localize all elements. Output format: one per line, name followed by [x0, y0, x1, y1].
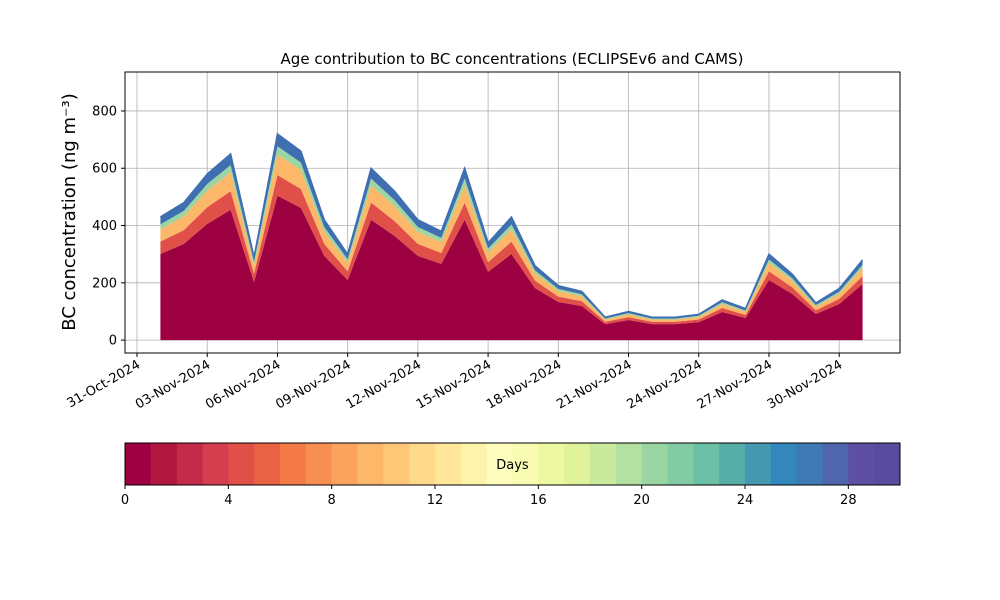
x-tick-label: 09-Nov-2024	[273, 357, 353, 412]
colorbar-swatch	[590, 443, 617, 485]
colorbar-swatch	[874, 443, 901, 485]
colorbar-swatch	[305, 443, 333, 485]
total-outline	[160, 132, 864, 319]
colorbar-swatch	[331, 443, 358, 485]
colorbar-swatch	[409, 443, 436, 485]
colorbar-swatch	[435, 443, 462, 485]
y-axis-label: BC concentration (ng m⁻³)	[59, 93, 80, 331]
colorbar-swatch	[254, 443, 281, 485]
colorbar-swatch	[383, 443, 410, 485]
colorbar-tick-label: 4	[224, 493, 232, 508]
colorbar-swatch	[202, 443, 229, 485]
colorbar-swatch	[719, 443, 746, 485]
colorbar-label: Days	[496, 458, 529, 473]
colorbar-frame	[124, 442, 901, 486]
x-tick-label: 27-Nov-2024	[695, 357, 775, 412]
colorbar-swatch	[357, 443, 384, 485]
colorbar-tick-label: 0	[121, 493, 129, 508]
colorbar-swatch	[848, 443, 875, 485]
colorbar-swatch	[512, 443, 539, 485]
colorbar-swatch	[564, 443, 591, 485]
y-tick-label: 0	[109, 334, 117, 349]
colorbar-tick-label: 12	[427, 493, 444, 508]
x-tick-label: 06-Nov-2024	[203, 357, 283, 412]
colorbar-swatch	[460, 443, 488, 485]
x-tick-label: 03-Nov-2024	[133, 357, 213, 412]
x-tick-label: 21-Nov-2024	[554, 357, 634, 412]
colorbar-swatch	[822, 443, 849, 485]
chart-title: Age contribution to BC concentrations (E…	[281, 50, 744, 68]
colorbar-swatch	[176, 443, 203, 485]
area-layer	[160, 154, 863, 322]
x-tick-label: 31-Oct-2024	[65, 357, 143, 411]
area-layer	[160, 175, 863, 325]
colorbar-swatch	[280, 443, 307, 485]
colorbar-swatch	[486, 443, 513, 485]
y-tick-label: 400	[92, 219, 117, 234]
x-tick-label: 18-Nov-2024	[484, 357, 564, 412]
x-tick-label: 24-Nov-2024	[624, 357, 704, 412]
colorbar-tick-label: 16	[530, 493, 547, 508]
colorbar-swatch	[796, 443, 823, 485]
colorbar-tick-label: 20	[633, 493, 650, 508]
colorbar-tick-label: 28	[840, 493, 857, 508]
colorbar-swatch	[615, 443, 643, 485]
area-layer	[160, 195, 863, 341]
y-tick-label: 600	[92, 162, 117, 177]
y-tick-label: 200	[92, 276, 117, 291]
colorbar-tick-label: 8	[328, 493, 336, 508]
y-tick-label: 800	[92, 104, 117, 119]
plot-frame	[124, 71, 901, 354]
colorbar-swatch	[228, 443, 255, 485]
x-tick-label: 15-Nov-2024	[414, 357, 494, 412]
colorbar-swatch	[693, 443, 720, 485]
colorbar-swatch	[667, 443, 694, 485]
colorbar-swatch	[641, 443, 668, 485]
colorbar-swatch	[150, 443, 178, 485]
colorbar-swatch	[538, 443, 565, 485]
colorbar-swatch	[125, 443, 152, 485]
colorbar-tick-label: 24	[737, 493, 754, 508]
colorbar-swatch	[745, 443, 772, 485]
x-tick-label: 30-Nov-2024	[765, 357, 845, 412]
x-tick-label: 12-Nov-2024	[344, 357, 424, 412]
colorbar-swatch	[770, 443, 798, 485]
